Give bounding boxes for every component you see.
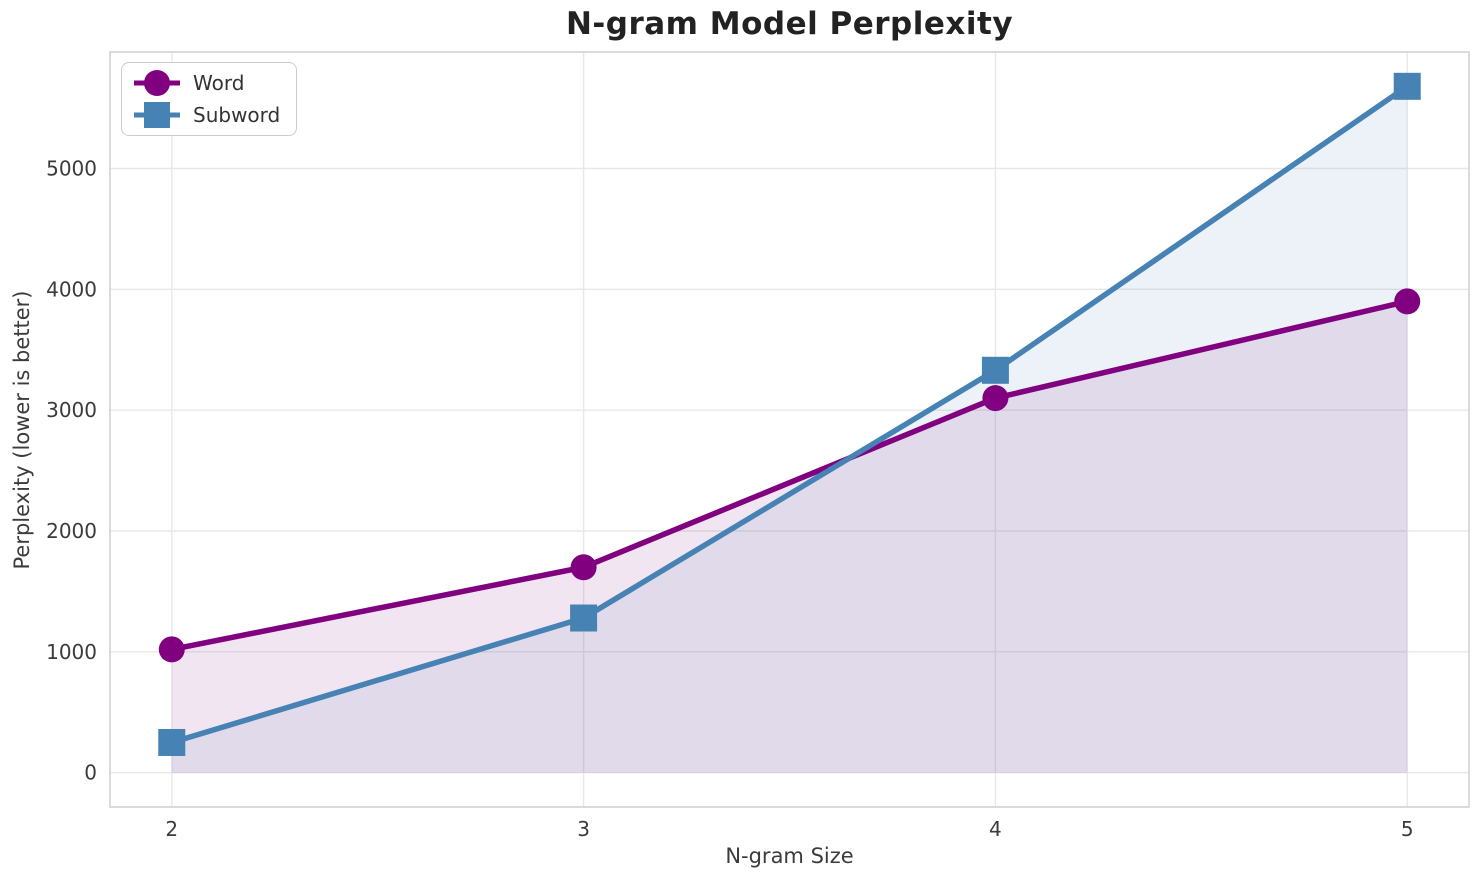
word-data-point: [982, 385, 1009, 412]
legend-label-subword: Subword: [193, 103, 281, 127]
chart-title: N-gram Model Perplexity: [565, 6, 1014, 42]
y-tick-label: 1000: [46, 640, 97, 664]
y-tick-label: 0: [84, 761, 97, 785]
legend-label-word: Word: [193, 71, 245, 95]
subword-area-fill: [171, 86, 1408, 773]
x-tick-label: 3: [577, 817, 590, 841]
legend: Word Subword: [121, 62, 298, 136]
y-tick-label: 3000: [46, 398, 97, 422]
word-line: [171, 298, 1408, 653]
subword-data-point: [158, 728, 186, 756]
x-tick-label: 2: [165, 817, 178, 841]
subword-data-point: [981, 356, 1009, 384]
y-axis-label: Perplexity (lower is better): [10, 290, 34, 570]
y-tick-label: 5000: [46, 156, 97, 180]
legend-item-subword: Subword: [132, 100, 280, 130]
word-area-fill: [171, 301, 1408, 773]
x-tick-label: 5: [1401, 817, 1414, 841]
x-tick-label: 4: [989, 817, 1002, 841]
circle-marker-icon: [144, 70, 170, 96]
word-data-point: [1394, 288, 1421, 315]
subword-data-point: [1393, 72, 1421, 100]
word-data-point: [158, 636, 185, 663]
x-axis-label: N-gram Size: [725, 844, 854, 868]
legend-item-word: Word: [132, 68, 280, 98]
subword-line-marker-swatch: [134, 102, 180, 128]
y-tick-label: 4000: [46, 277, 97, 301]
plot-frame: [109, 51, 1470, 808]
word-data-point: [570, 554, 597, 581]
word-line-marker-swatch: [134, 70, 180, 96]
square-marker-icon: [144, 102, 170, 128]
subword-data-point: [570, 604, 598, 632]
y-tick-label: 2000: [46, 519, 97, 543]
subword-line: [170, 84, 1409, 746]
